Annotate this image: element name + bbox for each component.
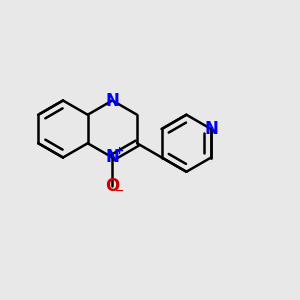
Text: O: O [105, 177, 119, 195]
Text: N: N [105, 92, 119, 110]
Text: −: − [115, 185, 124, 196]
Text: N: N [105, 148, 119, 166]
Text: +: + [115, 146, 124, 157]
Text: N: N [204, 120, 218, 138]
